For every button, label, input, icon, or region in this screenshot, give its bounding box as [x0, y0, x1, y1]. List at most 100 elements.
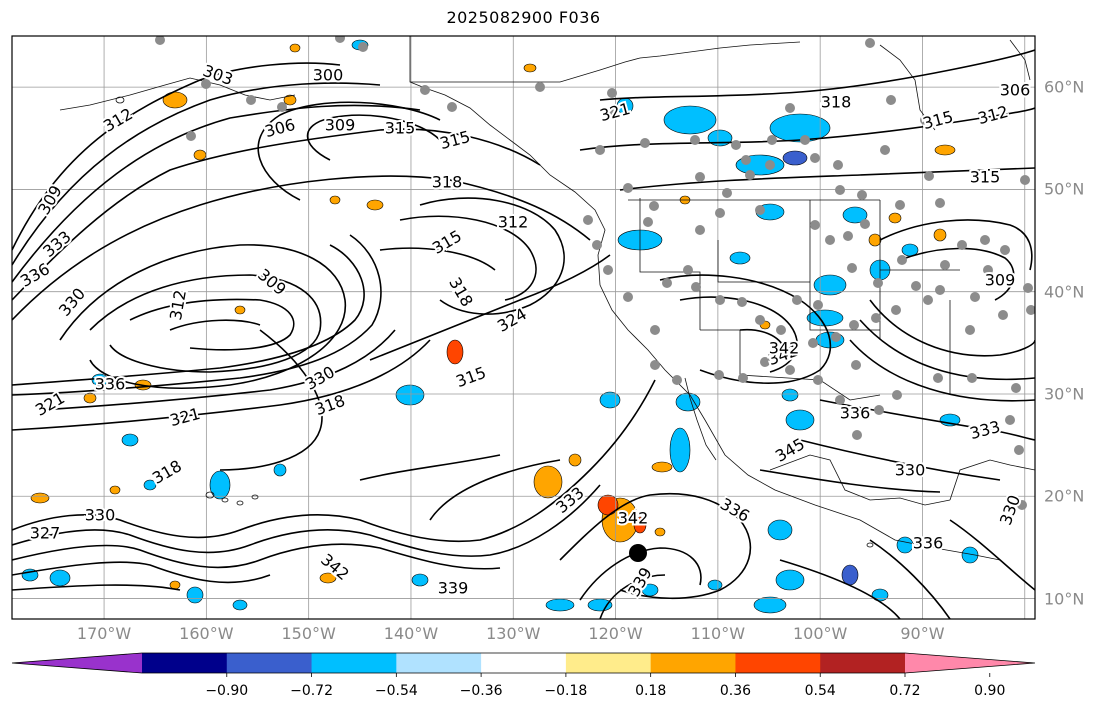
- longitude-label: 160°W: [179, 624, 234, 643]
- station-dot: [847, 263, 857, 273]
- shading-blob: [806, 309, 844, 327]
- longitude-label: 110°W: [690, 624, 746, 643]
- station-dot: [911, 281, 921, 291]
- station-dot: [741, 155, 751, 165]
- station-dot: [935, 198, 945, 208]
- coastline-path: [949, 459, 1035, 501]
- station-dot: [592, 240, 602, 250]
- station-dot: [880, 145, 890, 155]
- station-dot: [755, 205, 765, 215]
- station-dot: [447, 102, 457, 112]
- station-dot: [535, 82, 545, 92]
- shading-blob: [633, 516, 647, 534]
- shading-blob: [934, 144, 956, 156]
- station-dot: [650, 360, 660, 370]
- station-dot: [603, 265, 613, 275]
- shading-blob: [587, 598, 613, 612]
- station-dot: [957, 240, 967, 250]
- shading-blob: [597, 494, 619, 516]
- colorbar-segment: [481, 653, 567, 673]
- contour-line: [59, 244, 347, 389]
- shading-blob: [49, 569, 71, 587]
- station-dot: [785, 103, 795, 113]
- shading-blob: [289, 43, 301, 53]
- contour-line: [599, 574, 666, 619]
- map-background: [12, 36, 1035, 619]
- shading-blob: [654, 527, 666, 537]
- contour-line: [12, 234, 382, 396]
- colorbar-tick-label: 0.36: [719, 683, 752, 699]
- station-dot: [833, 160, 843, 170]
- station-dot: [886, 95, 896, 105]
- colorbar-segment: [650, 653, 736, 673]
- station-dot: [1023, 283, 1033, 293]
- shading-blob: [446, 339, 464, 365]
- contour-line: [12, 543, 501, 570]
- colorbar-segment: [396, 653, 482, 673]
- shading-blob: [283, 94, 297, 106]
- station-dot: [1011, 383, 1021, 393]
- station-dot: [737, 297, 747, 307]
- map-title: 2025082900 F036: [446, 8, 601, 27]
- station-dot: [800, 135, 810, 145]
- station-dot: [849, 320, 859, 330]
- contour-label: 318: [821, 93, 852, 112]
- island-outline: [205, 491, 215, 499]
- contour-line: [819, 399, 1035, 441]
- island-outline: [866, 542, 874, 548]
- station-dot: [765, 160, 775, 170]
- shading-blob: [729, 251, 751, 265]
- contour-line: [306, 114, 441, 161]
- station-dot: [983, 265, 993, 275]
- contour-line: [399, 215, 537, 301]
- contour-line: [949, 519, 1035, 591]
- station-dots: [155, 36, 1035, 510]
- island-outline: [251, 494, 259, 500]
- station-dot: [1017, 500, 1027, 510]
- station-dot: [731, 140, 741, 150]
- coastline-path: [59, 77, 296, 111]
- shading-blob: [933, 228, 947, 242]
- station-dot: [871, 313, 881, 323]
- shading-blob: [641, 583, 659, 597]
- latitude-label: 30°N: [1044, 384, 1085, 404]
- shading-blob: [782, 150, 808, 166]
- contour-line: [12, 244, 365, 386]
- contour-line: [779, 559, 901, 619]
- colorbar-segment: [311, 653, 397, 673]
- contour-line: [369, 254, 611, 361]
- contour-line: [869, 539, 951, 619]
- station-dot: [607, 88, 617, 98]
- station-dot: [813, 375, 823, 385]
- station-dot: [873, 278, 883, 288]
- station-dot: [186, 131, 196, 141]
- colorbar-tick-label: −0.90: [205, 683, 249, 699]
- station-dot: [767, 135, 777, 145]
- contour-line: [849, 339, 1035, 402]
- contour-label: 342: [769, 339, 800, 358]
- longitude-label: 140°W: [383, 624, 439, 643]
- shading-blob: [868, 233, 882, 247]
- station-dot: [650, 325, 660, 335]
- island-outline: [221, 497, 229, 503]
- contour-label: 342: [618, 509, 649, 528]
- station-dot: [745, 170, 755, 180]
- shading-blob: [30, 492, 50, 504]
- contour-line: [559, 492, 752, 600]
- shading-blob: [769, 113, 831, 143]
- shading-blob: [523, 63, 537, 73]
- contour-line: [12, 584, 181, 591]
- shading-blob: [533, 465, 563, 499]
- contour-line: [869, 299, 1035, 357]
- station-dot: [843, 231, 853, 241]
- shading-blob: [143, 479, 157, 491]
- station-dot: [785, 365, 795, 375]
- contour-line: [12, 339, 431, 431]
- station-dot: [755, 315, 765, 325]
- station-dot: [920, 115, 930, 125]
- station-dot: [1000, 245, 1010, 255]
- latitude-label: 40°N: [1044, 282, 1085, 302]
- theta-contours: [12, 49, 1035, 619]
- shading-blob: [109, 485, 121, 495]
- contour-line: [12, 62, 341, 251]
